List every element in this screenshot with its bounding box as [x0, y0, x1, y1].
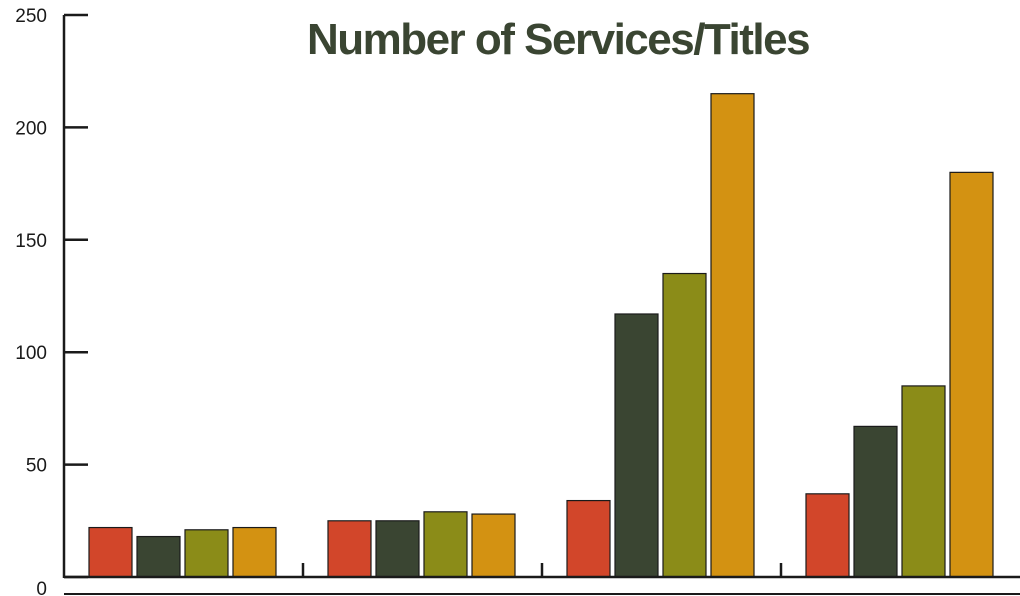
bar-group-2-series-1 — [327, 520, 372, 578]
bar-group-2-series-3 — [423, 511, 468, 578]
y-tick-label-0: 0 — [36, 579, 47, 596]
bar-group-1-series-2 — [136, 535, 181, 578]
bars — [88, 93, 994, 578]
bar-group-2-series-2 — [375, 520, 420, 578]
bar-group-4-series-4 — [949, 171, 994, 578]
y-axis-ticks: 0 50 100 150 200 250 — [15, 6, 88, 596]
y-tick-label-150: 150 — [15, 231, 47, 252]
bar-group-4-series-1 — [805, 493, 850, 578]
bar-group-1-series-1 — [88, 526, 133, 578]
bar-group-3-series-4 — [710, 93, 755, 578]
chart-title: Number of Services/Titles — [307, 15, 809, 64]
y-tick-label-250: 250 — [15, 6, 47, 27]
bar-group-1-series-4 — [232, 526, 277, 578]
x-axis-ticks — [301, 563, 783, 577]
bar-group-1-series-3 — [184, 529, 229, 578]
y-tick-label-50: 50 — [26, 456, 47, 477]
y-tick-label-200: 200 — [15, 118, 47, 139]
bar-group-3-series-3 — [662, 272, 707, 578]
bar-group-3-series-2 — [614, 313, 659, 578]
bar-group-3-series-1 — [566, 499, 611, 578]
bar-group-4-series-2 — [853, 425, 898, 578]
y-tick-label-100: 100 — [15, 343, 47, 364]
bar-group-4-series-3 — [901, 385, 946, 578]
bar-group-2-series-4 — [471, 513, 516, 578]
